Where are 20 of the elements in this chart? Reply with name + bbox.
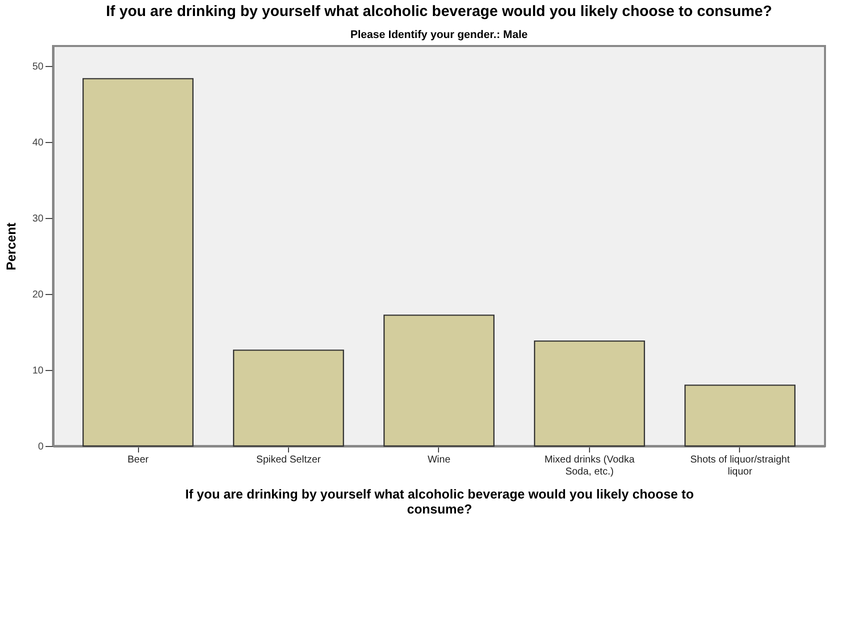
y-tick-label: 10 (32, 365, 44, 376)
bar (534, 340, 646, 447)
y-tick-label: 20 (32, 289, 44, 300)
x-tick-label: Shots of liquor/straight liquor (690, 454, 790, 478)
y-tick-label: 0 (38, 442, 44, 452)
y-axis-title: Percent (3, 222, 18, 270)
bar (232, 350, 344, 447)
chart-title: If you are drinking by yourself what alcoholic beverage would you likely choose to consume? (106, 3, 772, 20)
x-tick-label: Beer (127, 454, 150, 466)
x-tick-label: Wine (428, 454, 451, 466)
bar (383, 314, 495, 447)
x-tick-label: Spiked Seltzer (256, 454, 322, 466)
chart-subtitle: Please Identify your gender.: Male (350, 29, 528, 41)
x-tick-label: Mixed drinks (Vodka Soda, etc.) (544, 454, 635, 478)
bar (82, 78, 194, 447)
x-axis-title: If you are drinking by yourself what alcoholic beverage would you likely choose to consume? (185, 486, 694, 516)
bar (684, 384, 796, 447)
y-tick-label: 40 (32, 137, 44, 148)
y-tick-label: 30 (32, 213, 44, 224)
y-tick-label: 50 (32, 61, 44, 72)
